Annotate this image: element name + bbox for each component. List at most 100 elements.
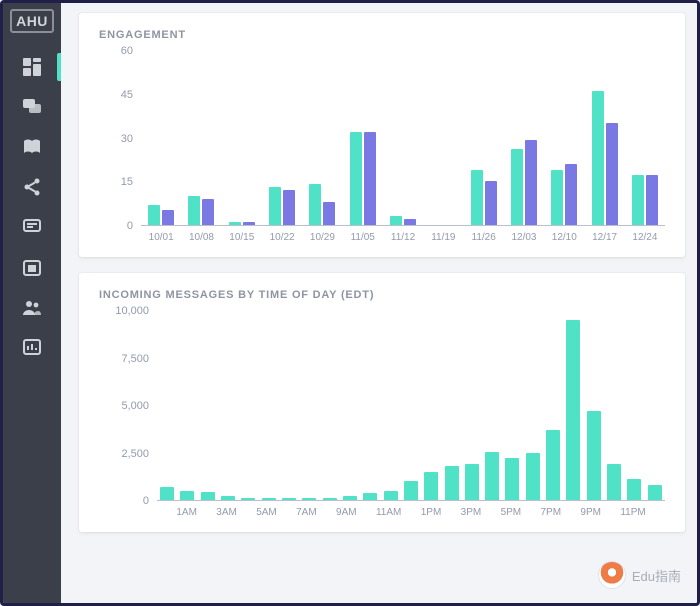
y-tick-label: 45	[121, 89, 141, 101]
bar-slot	[320, 311, 340, 500]
bar-series-a	[632, 175, 644, 225]
bar-group	[544, 51, 584, 225]
bar-series-b	[162, 210, 174, 225]
bar-series-a	[592, 91, 604, 225]
x-tick-label	[237, 507, 256, 518]
x-tick-label	[646, 507, 665, 518]
engagement-card: ENGAGEMENT 01530456010/0110/0810/1510/22…	[79, 13, 685, 257]
bar-group	[343, 51, 383, 225]
bar-series-b	[525, 140, 537, 225]
share-icon	[22, 177, 42, 197]
bar	[505, 458, 519, 500]
bar-slot	[441, 311, 461, 500]
bar-slot	[502, 311, 522, 500]
bar-series-a	[511, 149, 523, 225]
x-tick-label	[601, 507, 620, 518]
bar-slot	[238, 311, 258, 500]
x-tick-label: 9PM	[580, 507, 601, 518]
bar-slot	[401, 311, 421, 500]
bar-series-b	[283, 190, 295, 225]
bar-series-b	[485, 181, 497, 225]
bar	[241, 498, 255, 500]
bar	[221, 496, 235, 500]
x-tick-label: 5PM	[501, 507, 522, 518]
bar-slot	[645, 311, 665, 500]
bar-slot	[604, 311, 624, 500]
x-tick-label: 1AM	[176, 507, 197, 518]
bar-slot	[584, 311, 604, 500]
bar	[465, 464, 479, 500]
bar-group	[222, 51, 262, 225]
bar-group	[181, 51, 221, 225]
bar	[160, 487, 174, 500]
bar	[302, 498, 316, 500]
sidebar-item-share[interactable]	[3, 167, 61, 207]
bar-slot	[380, 311, 400, 500]
sidebar-item-comments[interactable]	[3, 207, 61, 247]
bar-group	[423, 51, 463, 225]
x-tick-label	[401, 507, 420, 518]
x-tick-label	[521, 507, 540, 518]
y-tick-label: 0	[143, 495, 157, 507]
sidebar-item-library[interactable]	[3, 127, 61, 167]
x-tick-label: 11PM	[620, 507, 645, 518]
bar-group	[383, 51, 423, 225]
content-area: ENGAGEMENT 01530456010/0110/0810/1510/22…	[61, 3, 697, 603]
x-tick-label	[157, 507, 176, 518]
y-tick-label: 60	[121, 45, 141, 57]
bar	[445, 466, 459, 500]
y-tick-label: 0	[127, 220, 141, 232]
calendar-icon	[22, 257, 42, 277]
engagement-plot: 015304560	[141, 51, 665, 226]
x-tick-label: 11/12	[383, 232, 423, 243]
watermark: Edu指南	[594, 559, 685, 591]
bar	[262, 498, 276, 500]
users-icon	[22, 297, 42, 317]
bar-series-b	[606, 123, 618, 225]
x-tick-label: 10/15	[222, 232, 262, 243]
sidebar-logo: AHU	[10, 9, 54, 33]
y-tick-label: 2,500	[121, 448, 157, 460]
incoming-plot: 02,5005,0007,50010,000	[157, 311, 665, 501]
x-tick-label: 11/05	[343, 232, 383, 243]
bar-series-a	[269, 187, 281, 225]
bar-slot	[624, 311, 644, 500]
sidebar-item-users[interactable]	[3, 287, 61, 327]
sidebar-item-analytics[interactable]	[3, 327, 61, 367]
dashboard-icon	[22, 57, 42, 77]
y-tick-label: 7,500	[121, 353, 157, 365]
bar-series-b	[404, 219, 416, 225]
sidebar-item-dashboard[interactable]	[3, 47, 61, 87]
x-tick-label: 5AM	[256, 507, 277, 518]
bar	[424, 472, 438, 501]
incoming-chart: 02,5005,0007,50010,0001AM3AM5AM7AM9AM11A…	[99, 311, 665, 518]
x-tick-label: 10/29	[302, 232, 342, 243]
comments-icon	[22, 217, 42, 237]
bar	[566, 320, 580, 501]
x-tick-label: 10/08	[181, 232, 221, 243]
bar-series-a	[471, 170, 483, 225]
sidebar-item-messages[interactable]	[3, 87, 61, 127]
x-tick-label: 9AM	[336, 507, 357, 518]
messages-icon	[22, 97, 42, 117]
x-tick-label: 12/03	[504, 232, 544, 243]
bar-slot	[259, 311, 279, 500]
bar-group	[302, 51, 342, 225]
bar-slot	[360, 311, 380, 500]
bar	[648, 485, 662, 500]
bar	[343, 496, 357, 500]
bar	[587, 411, 601, 500]
bar-slot	[177, 311, 197, 500]
x-tick-label: 11/26	[464, 232, 504, 243]
x-tick-label: 12/17	[584, 232, 624, 243]
sidebar-item-calendar[interactable]	[3, 247, 61, 287]
x-tick-label: 7AM	[296, 507, 317, 518]
y-tick-label: 30	[121, 133, 141, 145]
engagement-title: ENGAGEMENT	[99, 29, 665, 41]
bar-series-b	[323, 202, 335, 225]
bar-group	[625, 51, 665, 225]
bar	[323, 498, 337, 500]
x-tick-label: 3PM	[461, 507, 482, 518]
y-tick-label: 15	[121, 176, 141, 188]
watermark-text: Edu指南	[632, 566, 681, 585]
